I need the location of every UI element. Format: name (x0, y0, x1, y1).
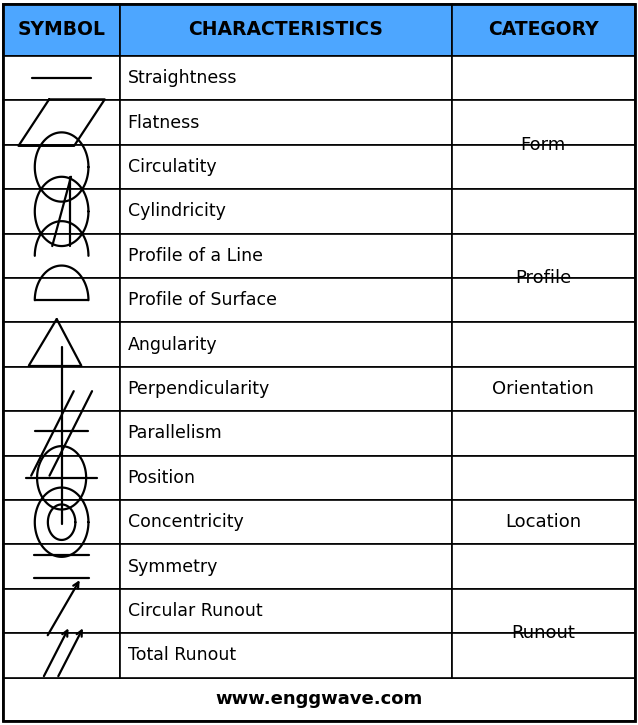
Text: Profile of a Line: Profile of a Line (128, 247, 263, 265)
Bar (452, 101, 635, 145)
Bar (452, 544, 635, 589)
Text: CHARACTERISTICS: CHARACTERISTICS (188, 20, 383, 39)
Bar (120, 323, 452, 367)
Bar (3, 678, 635, 721)
Bar (452, 589, 635, 633)
Bar (3, 544, 120, 589)
Bar (452, 233, 635, 278)
Text: Perpendicularity: Perpendicularity (128, 380, 270, 398)
Text: Form: Form (521, 136, 566, 154)
Text: CATEGORY: CATEGORY (488, 20, 598, 39)
Text: Flatness: Flatness (128, 114, 200, 132)
Bar (120, 633, 452, 678)
Bar (120, 56, 452, 101)
Text: Cylindricity: Cylindricity (128, 202, 225, 220)
Bar (120, 589, 452, 633)
Bar (452, 367, 635, 411)
Text: Circular Runout: Circular Runout (128, 602, 262, 620)
Text: Runout: Runout (511, 624, 575, 642)
Text: Profile: Profile (515, 269, 572, 287)
Bar (3, 589, 120, 633)
Text: Total Runout: Total Runout (128, 647, 236, 664)
Bar (3, 500, 120, 544)
Bar (120, 101, 452, 145)
Bar (452, 56, 635, 101)
Text: Concentricity: Concentricity (128, 513, 243, 531)
Bar (3, 278, 120, 323)
Bar (120, 367, 452, 411)
Bar (3, 189, 120, 233)
Text: Position: Position (128, 469, 196, 486)
Bar (452, 500, 635, 544)
Text: www.enggwave.com: www.enggwave.com (216, 690, 422, 708)
Bar (452, 411, 635, 455)
Bar (3, 101, 120, 145)
Bar (120, 411, 452, 455)
Bar (3, 4, 120, 56)
Bar (452, 4, 635, 56)
Bar (452, 455, 635, 500)
Text: Symmetry: Symmetry (128, 558, 218, 576)
Bar (120, 4, 452, 56)
Bar (120, 455, 452, 500)
Bar (120, 189, 452, 233)
Text: Parallelism: Parallelism (128, 424, 223, 442)
Bar (120, 145, 452, 189)
Text: Straightness: Straightness (128, 69, 237, 87)
Bar (452, 145, 635, 189)
Bar (3, 233, 120, 278)
Bar (3, 145, 120, 189)
Bar (120, 233, 452, 278)
Text: Profile of Surface: Profile of Surface (128, 291, 277, 309)
Bar (120, 544, 452, 589)
Bar (3, 56, 120, 101)
Text: Orientation: Orientation (493, 380, 594, 398)
Bar (3, 455, 120, 500)
Bar (452, 189, 635, 233)
Text: Circulatity: Circulatity (128, 158, 216, 176)
Bar (120, 278, 452, 323)
Bar (3, 367, 120, 411)
Bar (3, 411, 120, 455)
Bar (452, 633, 635, 678)
Text: Location: Location (505, 513, 581, 531)
Bar (452, 323, 635, 367)
Bar (3, 633, 120, 678)
Bar (120, 500, 452, 544)
Text: Angularity: Angularity (128, 336, 218, 354)
Bar (452, 278, 635, 323)
Text: SYMBOL: SYMBOL (18, 20, 106, 39)
Bar (3, 323, 120, 367)
